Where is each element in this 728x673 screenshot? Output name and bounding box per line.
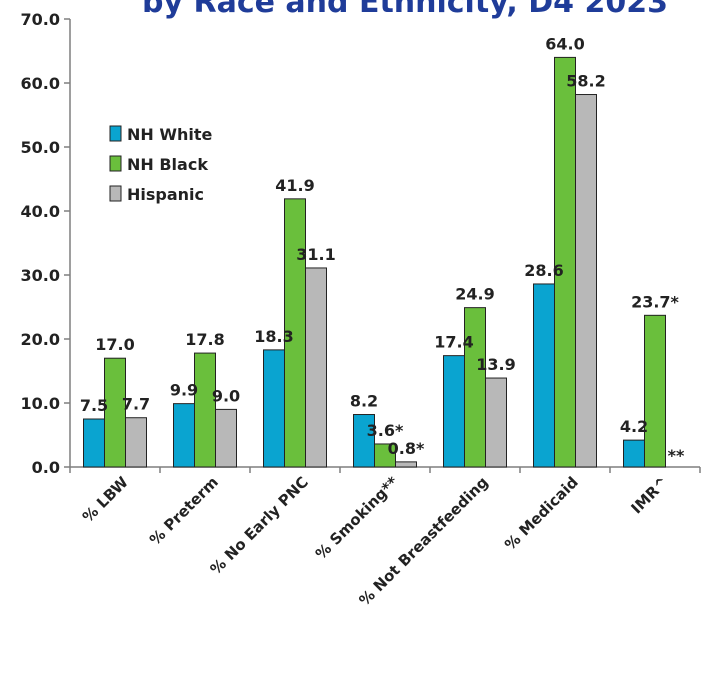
legend-swatch bbox=[109, 125, 122, 142]
bar bbox=[83, 418, 105, 468]
data-label: 17.4 bbox=[434, 333, 473, 352]
data-label: 0.8* bbox=[388, 439, 425, 458]
bar bbox=[575, 94, 597, 468]
data-label: 23.7* bbox=[631, 292, 679, 311]
bar bbox=[353, 414, 375, 468]
data-label: 24.9 bbox=[455, 285, 494, 304]
legend-label: NH Black bbox=[127, 155, 208, 174]
bar bbox=[305, 267, 327, 468]
y-tick-label: 60.0 bbox=[21, 74, 60, 93]
data-label: 8.2 bbox=[350, 392, 378, 411]
legend: NH White NH Black Hispanic bbox=[109, 125, 213, 204]
data-label: 3.6* bbox=[367, 421, 404, 440]
bar bbox=[173, 403, 195, 468]
bar bbox=[374, 443, 396, 468]
data-labels-group: 7.5 9.9 18.3 8.2 17.4 28.6 4.2 17.0 17.8 41.9 3.6*… bbox=[80, 34, 685, 465]
chart-title: by Race and Ethnicity, D4 2023 bbox=[142, 0, 668, 20]
x-axis: % LBW % Preterm% No Early PNC% Smoking**%… bbox=[69, 466, 701, 610]
x-tick-label: % Medicaid bbox=[501, 473, 582, 554]
bar bbox=[125, 417, 147, 468]
x-tick-label: % Smoking** bbox=[312, 473, 402, 563]
y-tick-label: 70.0 bbox=[21, 10, 60, 29]
bar bbox=[194, 352, 216, 468]
data-label: ** bbox=[668, 446, 685, 465]
data-label: 17.0 bbox=[95, 335, 134, 354]
bar bbox=[485, 377, 507, 468]
x-tick-label: % LBW bbox=[79, 473, 132, 526]
bar bbox=[215, 408, 237, 468]
data-label: 4.2 bbox=[620, 417, 648, 436]
legend-swatch bbox=[109, 185, 122, 202]
data-label: 41.9 bbox=[275, 176, 314, 195]
data-label: 9.0 bbox=[212, 386, 240, 405]
data-label: 31.1 bbox=[296, 245, 335, 264]
bar bbox=[533, 283, 555, 468]
legend-label: Hispanic bbox=[127, 185, 204, 204]
data-label: 9.9 bbox=[170, 381, 198, 400]
y-tick-label: 20.0 bbox=[21, 330, 60, 349]
data-label: 58.2 bbox=[566, 72, 605, 91]
x-tick-label: % Preterm bbox=[146, 473, 222, 549]
data-label: 7.5 bbox=[80, 396, 108, 415]
data-label: 18.3 bbox=[254, 327, 293, 346]
bar bbox=[263, 349, 285, 468]
y-tick-label: 30.0 bbox=[21, 266, 60, 285]
data-label: 64.0 bbox=[545, 34, 584, 53]
y-axis: 0.0 10.0 20.0 30.0 40.0 50.0 60.0 70.0 bbox=[21, 10, 71, 477]
x-tick-label: % No Early PNC bbox=[207, 473, 312, 578]
bars-group bbox=[83, 56, 666, 468]
x-tick-label: IMR^ bbox=[628, 473, 672, 517]
y-tick-label: 10.0 bbox=[21, 394, 60, 413]
bar bbox=[644, 314, 666, 468]
y-tick-label: 0.0 bbox=[32, 458, 60, 477]
bar bbox=[623, 439, 645, 468]
data-label: 7.7 bbox=[122, 395, 150, 414]
y-tick-label: 40.0 bbox=[21, 202, 60, 221]
legend-label: NH White bbox=[127, 125, 213, 144]
bar bbox=[443, 355, 465, 468]
data-label: 28.6 bbox=[524, 261, 563, 280]
bar bbox=[464, 307, 486, 468]
y-tick-label: 50.0 bbox=[21, 138, 60, 157]
legend-swatch bbox=[109, 155, 122, 172]
bar bbox=[104, 357, 126, 468]
bar bbox=[395, 461, 417, 468]
data-label: 17.8 bbox=[185, 330, 224, 349]
data-label: 13.9 bbox=[476, 355, 515, 374]
